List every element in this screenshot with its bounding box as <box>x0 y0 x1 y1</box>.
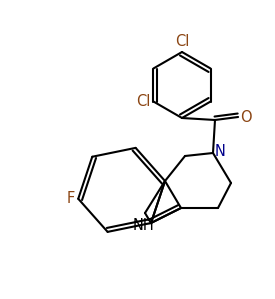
Text: NH: NH <box>132 218 154 233</box>
Text: F: F <box>67 191 75 206</box>
Text: N: N <box>215 144 226 159</box>
Text: Cl: Cl <box>175 34 189 49</box>
Text: Cl: Cl <box>136 94 150 109</box>
Text: O: O <box>240 109 252 124</box>
